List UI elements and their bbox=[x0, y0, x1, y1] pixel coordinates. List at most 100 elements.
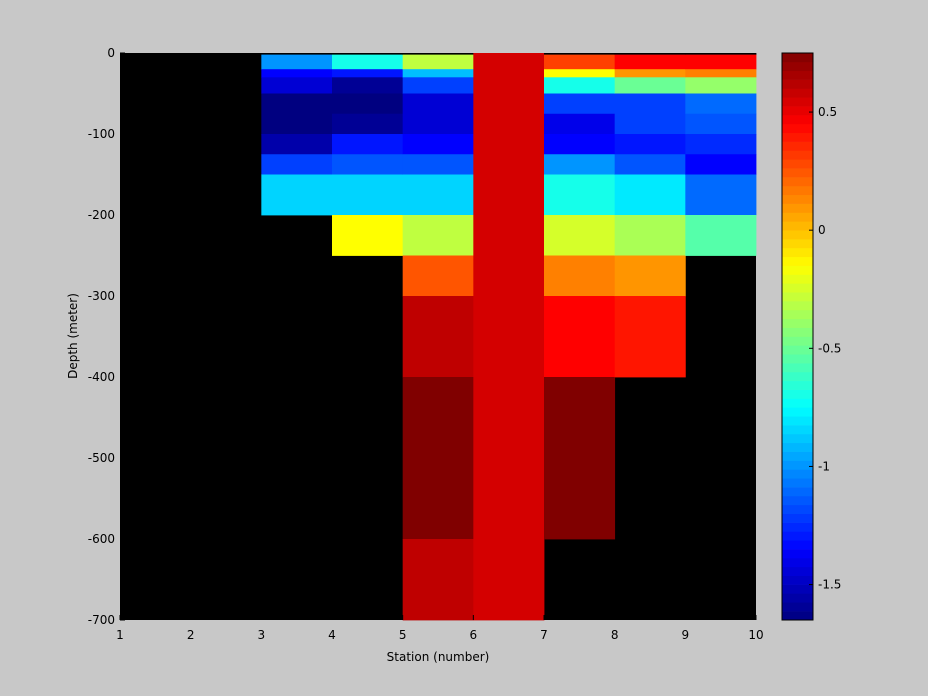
colorbar-step bbox=[782, 345, 813, 355]
colorbar-tick-label: 0.5 bbox=[818, 105, 837, 119]
colorbar-step bbox=[782, 398, 813, 408]
heatmap-cell-38 bbox=[544, 134, 616, 155]
colorbar-step bbox=[782, 115, 813, 125]
colorbar-step bbox=[782, 70, 813, 80]
heatmap-cell-45 bbox=[614, 53, 686, 56]
colorbar-step bbox=[782, 469, 813, 479]
heatmap-cell-54 bbox=[614, 255, 686, 297]
colorbar-step bbox=[782, 194, 813, 204]
colorbar-step bbox=[782, 513, 813, 523]
heatmap-cell-22 bbox=[402, 93, 474, 135]
colorbar-step bbox=[782, 247, 813, 258]
colorbar-step bbox=[782, 88, 813, 98]
colorbar-step bbox=[782, 159, 813, 169]
colorbar-step bbox=[782, 292, 813, 302]
colorbar-step bbox=[782, 265, 813, 275]
heatmap-cell-49 bbox=[614, 93, 686, 135]
y-tick-label: 0 bbox=[107, 46, 115, 60]
colorbar-step bbox=[782, 274, 813, 284]
colorbar-step bbox=[782, 407, 813, 417]
heatmap-cell-44 bbox=[544, 377, 616, 540]
colorbar-tick-label: -0.5 bbox=[818, 341, 841, 355]
colorbar-step bbox=[782, 451, 813, 461]
colorbar-frame bbox=[781, 52, 814, 621]
heatmap-cell-32 bbox=[544, 53, 616, 56]
colorbar-step bbox=[782, 150, 813, 160]
heatmap-cell-46 bbox=[614, 54, 686, 70]
heatmap-cell-9 bbox=[332, 54, 404, 70]
heatmap-cell-63 bbox=[685, 154, 757, 175]
y-tick-label: -400 bbox=[88, 370, 115, 384]
heatmap-cell-2 bbox=[261, 69, 333, 78]
x-tick-label: 5 bbox=[399, 628, 407, 642]
colorbar-ticks: 0.5 0 -0.5 -1 -1.5 bbox=[809, 105, 841, 592]
colorbar-step bbox=[782, 327, 813, 337]
colorbar-step bbox=[782, 79, 813, 89]
colorbar-step bbox=[782, 354, 813, 364]
colorbar-step bbox=[782, 123, 813, 134]
heatmap-cell-61 bbox=[685, 113, 757, 135]
heatmap-cell-11 bbox=[332, 77, 404, 94]
colorbar-step bbox=[782, 318, 813, 328]
heatmap-cell-15 bbox=[332, 154, 404, 175]
colorbar-step bbox=[782, 168, 813, 178]
heatmap-cell-33 bbox=[544, 54, 616, 70]
heatmap-cell-64 bbox=[685, 174, 757, 216]
heatmap-cell-58 bbox=[685, 69, 757, 78]
colorbar-step bbox=[782, 106, 813, 116]
heatmap-cell-17 bbox=[332, 215, 404, 256]
heatmap-cell-31 bbox=[473, 53, 545, 621]
colorbar-step bbox=[782, 53, 813, 63]
colorbar-step bbox=[782, 363, 813, 373]
y-tick-label: -100 bbox=[88, 127, 115, 141]
heatmap-cell-12 bbox=[332, 93, 404, 115]
y-tick-label: -200 bbox=[88, 208, 115, 222]
heatmap-cell-50 bbox=[614, 134, 686, 155]
colorbar-tick-label: 0 bbox=[818, 223, 826, 237]
colorbar-step bbox=[782, 212, 813, 222]
heatmap-cell-55 bbox=[614, 296, 686, 378]
colorbar-step bbox=[782, 442, 813, 452]
heatmap-cell-47 bbox=[614, 69, 686, 78]
colorbar-step bbox=[782, 487, 813, 497]
heatmap-cell-13 bbox=[332, 113, 404, 135]
y-tick-label: -500 bbox=[88, 451, 115, 465]
heatmap-cell-42 bbox=[544, 255, 616, 297]
colorbar-step bbox=[782, 495, 813, 506]
heatmap-cell-51 bbox=[614, 154, 686, 175]
heatmap-cell-43 bbox=[544, 296, 616, 378]
heatmap-cell-8 bbox=[332, 53, 404, 56]
y-axis-ticks: 0 -100 -200 -300 -400 -500 -600 -700 bbox=[88, 46, 125, 627]
heatmap-cell-34 bbox=[544, 69, 616, 78]
x-tick-label: 4 bbox=[328, 628, 336, 642]
heatmap-cell-1 bbox=[261, 54, 333, 70]
heatmap-cell-59 bbox=[685, 77, 757, 94]
heatmap-cell-19 bbox=[402, 54, 474, 70]
x-tick-label: 1 bbox=[116, 628, 124, 642]
colorbar-step bbox=[782, 416, 813, 426]
colorbar-step bbox=[782, 566, 813, 576]
y-tick-label: -600 bbox=[88, 532, 115, 546]
heatmap-cell-39 bbox=[544, 154, 616, 175]
heatmap-cell-0 bbox=[261, 53, 333, 56]
colorbar-step bbox=[782, 61, 813, 72]
heatmap-cell-3 bbox=[261, 77, 333, 94]
colorbar-step bbox=[782, 185, 813, 196]
colorbar-step bbox=[782, 389, 813, 399]
heatmap-cell-48 bbox=[614, 77, 686, 94]
colorbar-step bbox=[782, 531, 813, 541]
heatmap-cell-30 bbox=[402, 539, 474, 621]
x-axis-label: Station (number) bbox=[387, 650, 490, 664]
x-tick-label: 10 bbox=[748, 628, 763, 642]
heatmap-cell-65 bbox=[685, 215, 757, 256]
colorbar-step bbox=[782, 575, 813, 585]
heatmap-cell-25 bbox=[402, 174, 474, 216]
heatmap-cell-36 bbox=[544, 93, 616, 115]
heatmap-cell-26 bbox=[402, 215, 474, 256]
colorbar-step bbox=[782, 540, 813, 550]
heatmap-cell-53 bbox=[614, 215, 686, 256]
heatmap-cell-21 bbox=[402, 77, 474, 94]
colorbar-step bbox=[782, 584, 813, 594]
colorbar-gradient bbox=[782, 53, 813, 621]
heatmap-cell-10 bbox=[332, 69, 404, 78]
